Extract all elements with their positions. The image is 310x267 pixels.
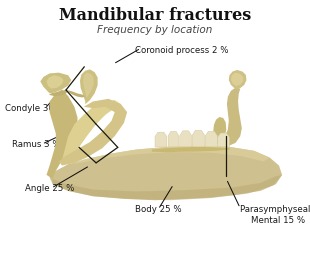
Polygon shape — [155, 132, 167, 147]
Polygon shape — [53, 175, 282, 200]
Polygon shape — [80, 69, 98, 104]
Text: Mandibular fractures: Mandibular fractures — [59, 7, 251, 24]
Polygon shape — [218, 133, 229, 147]
Polygon shape — [62, 100, 121, 163]
Polygon shape — [168, 131, 179, 147]
Polygon shape — [68, 90, 85, 97]
Text: Ramus 3 %: Ramus 3 % — [12, 140, 61, 149]
Text: Coronoid process 2 %: Coronoid process 2 % — [135, 46, 228, 55]
Polygon shape — [213, 117, 226, 146]
Text: Frequency by location: Frequency by location — [97, 25, 213, 34]
Polygon shape — [217, 88, 242, 147]
Polygon shape — [50, 146, 282, 200]
Polygon shape — [40, 73, 71, 93]
Polygon shape — [49, 89, 68, 96]
Polygon shape — [46, 89, 78, 179]
Polygon shape — [152, 147, 230, 152]
Polygon shape — [180, 131, 192, 147]
Polygon shape — [83, 73, 94, 98]
Polygon shape — [229, 70, 246, 89]
Polygon shape — [68, 146, 270, 164]
Polygon shape — [59, 99, 127, 166]
Polygon shape — [192, 130, 205, 147]
Text: Parasymphyseal /
Mental 15 %: Parasymphyseal / Mental 15 % — [240, 205, 310, 225]
Polygon shape — [205, 131, 218, 147]
Polygon shape — [46, 75, 64, 89]
Text: Body 25 %: Body 25 % — [135, 205, 181, 214]
Text: Angle 25 %: Angle 25 % — [25, 184, 74, 193]
Text: Condyle 30 %: Condyle 30 % — [5, 104, 64, 113]
Polygon shape — [231, 73, 243, 86]
